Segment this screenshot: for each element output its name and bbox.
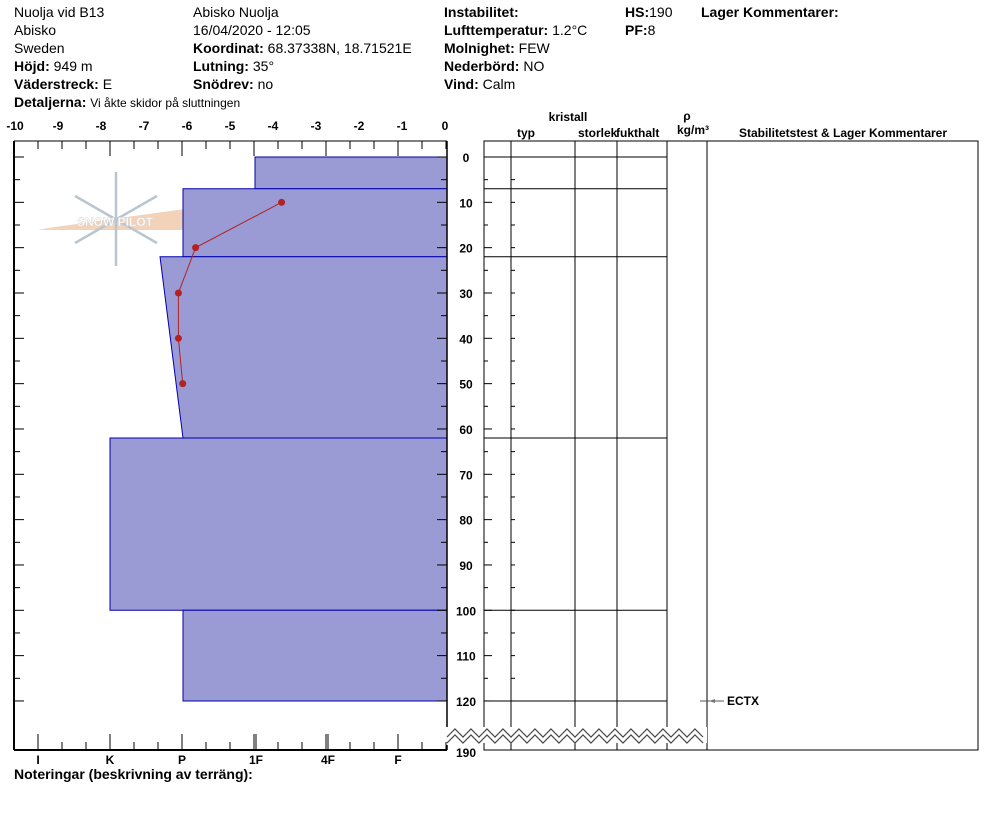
temperature-point <box>179 380 187 388</box>
depth-tick-label: 20 <box>459 242 473 256</box>
depth-break-label: 190 <box>456 746 476 760</box>
header-moisture: fukthalt <box>616 126 659 140</box>
snow-pilot-logo: SNOW PILOT <box>38 172 192 266</box>
aspect: Väderstreck: E <box>14 76 113 92</box>
temperature-point <box>174 334 182 342</box>
depth-tick-label: 40 <box>459 332 473 346</box>
location: Abisko Nuolja <box>193 4 279 20</box>
logo-text: SNOW PILOT <box>77 215 154 229</box>
layer-table <box>483 140 979 751</box>
site-name: Nuolja vid B13 <box>14 4 105 20</box>
temp-tick-label: -6 <box>182 119 193 133</box>
temp-tick-label: -3 <box>311 119 322 133</box>
header-density: kg/m³ <box>677 123 709 137</box>
terrain-notes-label: Noteringar (beskrivning av terräng): <box>14 766 253 782</box>
temp-tick-label: -8 <box>96 119 107 133</box>
arrow-head-icon <box>709 698 715 703</box>
air-temperature: Lufttemperatur: 1.2°C <box>444 22 588 38</box>
depth-tick-label: 120 <box>456 695 476 709</box>
depth-break-line <box>446 734 704 744</box>
hardness-label: P <box>178 753 186 767</box>
temp-tick-label: -10 <box>6 119 24 133</box>
depth-tick-label: 0 <box>463 151 470 165</box>
temp-tick-label: -9 <box>53 119 64 133</box>
temp-tick-label: -4 <box>268 119 279 133</box>
slope: Lutning: 35° <box>193 58 275 74</box>
header-type: typ <box>517 126 535 140</box>
depth-tick-label: 50 <box>459 378 473 392</box>
snow-layer <box>109 437 448 611</box>
wind: Vind: Calm <box>444 76 516 92</box>
snow-height: HS:190 <box>625 4 673 20</box>
hardness-label: 4F <box>321 753 335 767</box>
country: Sweden <box>14 40 65 56</box>
depth-tick-label: 110 <box>456 650 476 664</box>
temp-tick-label: -7 <box>139 119 150 133</box>
depth-tick-label: 100 <box>456 604 476 618</box>
temperature-point <box>278 198 286 206</box>
depth-tick-label: 30 <box>459 287 473 301</box>
temperature-point <box>174 289 182 297</box>
instability: Instabilitet: <box>444 4 519 20</box>
snow-layer <box>254 156 448 190</box>
depth-tick-label: 10 <box>459 196 473 210</box>
depth-tick-label: 90 <box>459 559 473 573</box>
temp-tick-label: -2 <box>354 119 365 133</box>
drift: Snödrev: no <box>193 76 274 92</box>
header-size: storlek <box>578 126 618 140</box>
precipitation: Nederbörd: NO <box>444 58 545 74</box>
depth-tick-label: 80 <box>459 514 473 528</box>
elevation: Höjd: 949 m <box>14 58 93 74</box>
details: Detaljerna: Vi åkte skidor på sluttninge… <box>14 94 241 110</box>
temp-tick-label: 0 <box>442 119 449 133</box>
datetime: 16/04/2020 - 12:05 <box>193 22 311 38</box>
snow-layer <box>182 609 448 702</box>
snow-layer <box>182 188 448 258</box>
snowflake-icon <box>74 172 158 266</box>
depth-break-line <box>446 728 704 738</box>
hardness-label: I <box>36 753 39 767</box>
temp-tick-label: -5 <box>225 119 236 133</box>
temp-tick-label: -1 <box>397 119 408 133</box>
snow-layer <box>159 256 448 439</box>
header-crystal: kristall <box>549 110 588 124</box>
penetration-foot: PF:8 <box>625 22 656 38</box>
coordinates: Koordinat: 68.37338N, 18.71521E <box>193 40 412 56</box>
sky-cover: Molnighet: FEW <box>444 40 550 56</box>
depth-tick-label: 60 <box>459 423 473 437</box>
temperature-point <box>192 244 200 252</box>
stability-test-label: ECTX <box>727 694 759 708</box>
depth-tick-label: 70 <box>459 468 473 482</box>
hardness-label: K <box>106 753 115 767</box>
region: Abisko <box>14 22 57 38</box>
hardness-label: 1F <box>249 753 263 767</box>
header-stability: Stabilitetstest & Lager Kommentarer <box>739 126 947 140</box>
layer-comments-title: Lager Kommentarer: <box>701 4 839 20</box>
hardness-label: F <box>394 753 401 767</box>
header-rho: ρ <box>683 109 690 123</box>
